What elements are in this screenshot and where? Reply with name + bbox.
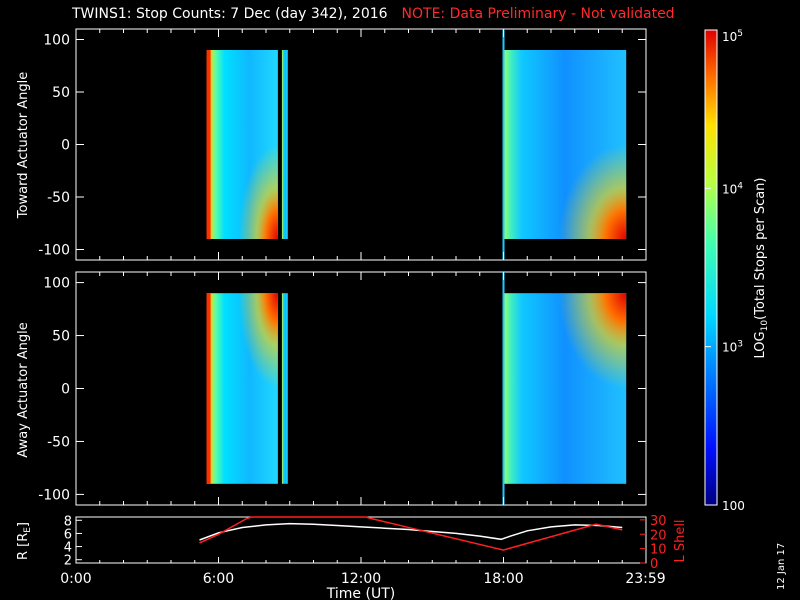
preliminary-note: NOTE: Data Preliminary - Not validated xyxy=(401,6,675,22)
lshell-line xyxy=(199,516,623,551)
heatmap-hot-region xyxy=(558,144,627,239)
y-tick-label: -50 xyxy=(47,190,70,206)
figure-header: TWINS1: Stop Counts: 7 Dec (day 342), 20… xyxy=(72,6,675,22)
right-y-tick-label: 20 xyxy=(650,528,667,543)
y-tick-label: 0 xyxy=(61,138,70,154)
left-y-tick-label: 2 xyxy=(64,554,72,569)
colorbar-tick-label: 103 xyxy=(722,340,743,355)
x-tick-label: 23:59 xyxy=(625,571,665,587)
colorbar-tick-label: 105 xyxy=(722,29,743,44)
y-tick-label: 0 xyxy=(61,382,70,398)
heatmap-edge-column xyxy=(206,293,211,484)
colorbar xyxy=(704,29,718,506)
x-tick-label: 18:00 xyxy=(483,571,523,587)
colorbar-label: LOG10(Total Stops per Scan) xyxy=(753,178,770,359)
r-label-main: R [R xyxy=(16,533,31,560)
heatmap-hot-region xyxy=(238,144,278,239)
colorbar-tick-label: 104 xyxy=(722,181,743,196)
x-axis-label: Time (UT) xyxy=(326,586,395,600)
y-tick-label: 50 xyxy=(52,329,70,345)
colorbar-tick-exponent: 5 xyxy=(737,29,743,39)
bottom-left-y-axis-label: R [RE] xyxy=(16,522,33,560)
radius-line xyxy=(199,522,623,541)
heatmap-edge-column xyxy=(206,50,211,239)
heatmap-hot-region xyxy=(558,293,627,389)
r-label-end: ] xyxy=(16,522,31,527)
colorbar-tick-exponent: 3 xyxy=(737,340,743,350)
colorbar-tick-label: 100 xyxy=(722,499,745,513)
left-y-tick-label: 4 xyxy=(64,541,72,556)
heatmap-hot-region xyxy=(238,293,278,389)
y-tick-label: 100 xyxy=(43,33,70,49)
colorbar-tick-exponent: 4 xyxy=(737,181,743,191)
y-tick-label: 50 xyxy=(52,85,70,101)
x-tick-label: 12:00 xyxy=(341,571,381,587)
colorbar-label-rest: (Total Stops per Scan) xyxy=(753,178,768,320)
x-tick-label: 0:00 xyxy=(60,571,91,587)
figure-title: TWINS1: Stop Counts: 7 Dec (day 342), 20… xyxy=(72,6,388,22)
r-label-sub: E xyxy=(23,527,33,533)
colorbar-label-main: LOG xyxy=(753,331,768,358)
right-y-tick-label: 0 xyxy=(650,557,658,572)
x-tick-label: 6:00 xyxy=(203,571,234,587)
top-heatmap: -100 -50 0 50 100 xyxy=(38,29,647,260)
generation-date: 12 Jan 17 xyxy=(776,542,787,590)
time-axis: 0:00 6:00 12:00 18:00 23:59 xyxy=(60,571,665,587)
left-y-tick-label: 8 xyxy=(64,514,72,529)
right-y-tick-label: 10 xyxy=(650,543,667,558)
bottom-panel-frame xyxy=(75,516,647,564)
heatmap-block xyxy=(281,50,288,239)
y-tick-label: -100 xyxy=(38,243,70,259)
colorbar-label-sub: 10 xyxy=(760,320,770,332)
right-y-tick-label: 30 xyxy=(650,514,667,529)
bottom-right-y-axis-label: L Shell xyxy=(673,519,688,562)
y-tick-label: -100 xyxy=(38,487,70,503)
middle-y-axis-label: Away Actuator Angle xyxy=(16,322,31,457)
y-tick-label: 100 xyxy=(43,276,70,292)
left-y-tick-label: 6 xyxy=(64,527,72,542)
middle-heatmap: -100 -50 0 50 100 xyxy=(38,272,647,505)
y-tick-label: -50 xyxy=(47,434,70,450)
top-y-axis-label: Toward Actuator Angle xyxy=(16,72,31,219)
heatmap-block xyxy=(281,293,288,484)
